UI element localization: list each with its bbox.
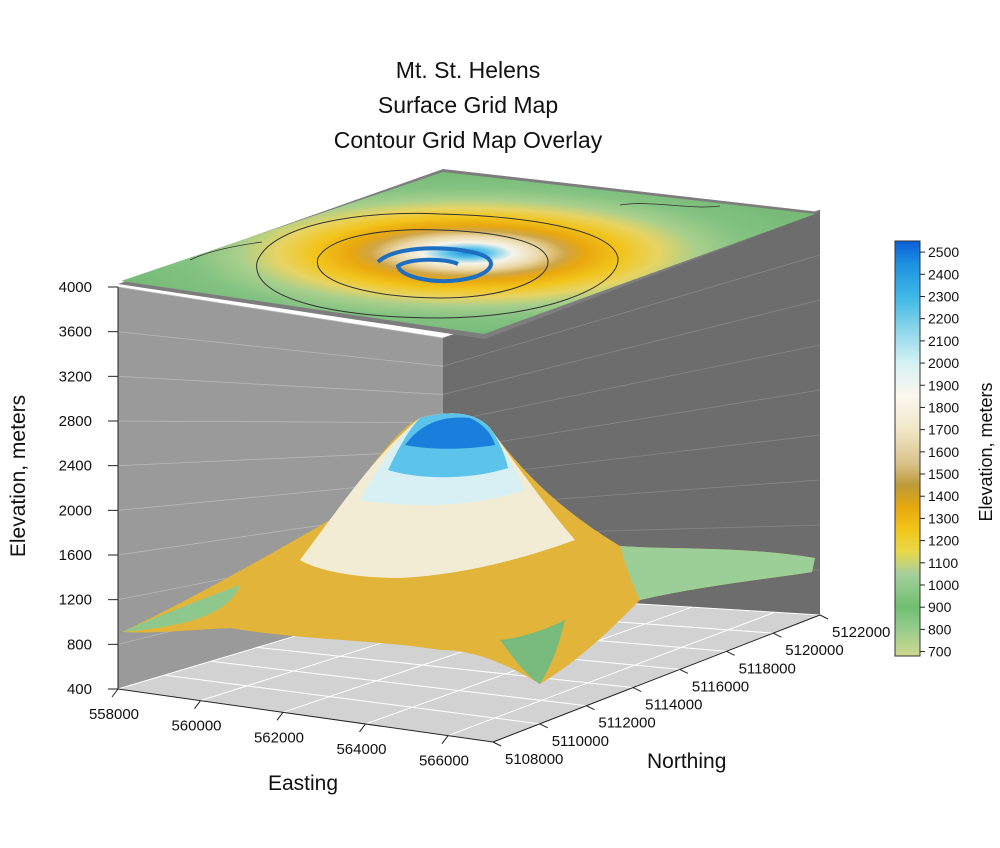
elevation-tick-label: 2800: [59, 413, 92, 430]
wall-gridline: [442, 299, 821, 395]
easting-axis-line: [117, 688, 494, 743]
floor-gridline: [210, 660, 587, 707]
wall-gridline: [117, 375, 444, 395]
elevation-tick-label: 3200: [59, 368, 92, 385]
colorbar-label: Elevation, meters: [976, 382, 996, 521]
wall-gridline: [442, 254, 821, 367]
title-line-3: Contour Grid Map Overlay: [334, 127, 603, 153]
northing-axis-line: [492, 614, 821, 743]
colorbar-tick-label: 2400: [928, 266, 959, 282]
northing-tick-mark: [632, 687, 642, 693]
colorbar-tick-label: 700: [928, 644, 952, 660]
elevation-tick-label: 1200: [59, 592, 92, 609]
colorbar-tick-label: 1300: [928, 510, 959, 526]
northing-tick-mark: [492, 741, 502, 747]
easting-tick-label: 560000: [171, 718, 221, 735]
colorbar-tick-label: 900: [928, 599, 952, 615]
northing-tick-mark: [819, 614, 829, 620]
northing-tick-label: 5120000: [785, 642, 843, 659]
colorbar-ticks: 700 800 900 1000 1100 1200 1300 1400 1500 1600 170…: [920, 244, 959, 660]
easting-tick-label: 562000: [254, 729, 304, 746]
colorbar-bar: [894, 240, 921, 657]
elevation-tick-label: 400: [67, 681, 92, 698]
easting-tick-mark: [276, 712, 284, 721]
colorbar-tick-label: 1900: [928, 377, 959, 393]
colorbar-tick-label: 2000: [928, 355, 959, 371]
title-line-1: Mt. St. Helens: [396, 57, 540, 83]
northing-tick-label: 5108000: [505, 751, 563, 768]
wall-gridline: [117, 286, 444, 339]
contour-outer: [256, 212, 619, 319]
colorbar-tick-label: 1400: [928, 488, 959, 504]
northing-tick-mark: [726, 650, 735, 656]
colorbar-tick-label: 1800: [928, 399, 959, 415]
contour-mid: [317, 229, 549, 299]
floor-gridline: [447, 611, 775, 737]
elevation-tick-label: 1600: [59, 547, 92, 564]
northing-tick-mark: [539, 723, 548, 729]
northing-tick-label: 5116000: [692, 678, 749, 695]
colorbar-tick-label: 2500: [928, 244, 959, 260]
colorbar: 700 800 900 1000 1100 1200 1300 1400 1500 1600 170…: [894, 240, 996, 660]
contour-map-overlay: [118, 169, 820, 339]
colorbar-tick-label: 1500: [928, 466, 959, 482]
wall-gridline: [442, 389, 821, 452]
northing-tick-label: 5112000: [598, 715, 655, 732]
easting-tick-mark: [359, 723, 366, 733]
mountain-foothill-left: [122, 585, 240, 632]
colorbar-tick-label: 1600: [928, 444, 959, 460]
northing-tick-mark: [586, 705, 595, 711]
wall-gridline: [117, 331, 444, 367]
colorbar-tick-label: 2300: [928, 288, 959, 304]
easting-tick-label: 564000: [336, 741, 386, 758]
colorbar-tick-label: 1000: [928, 577, 959, 593]
floor-plane: [118, 592, 820, 742]
easting-tick-mark: [111, 688, 119, 698]
northing-tick-mark: [679, 668, 689, 674]
elevation-tick-label: 4000: [59, 279, 92, 296]
easting-tick-mark: [194, 700, 201, 709]
colorbar-tick-label: 1200: [928, 533, 959, 549]
colorbar-tick-label: 1700: [928, 422, 959, 438]
contour-fragment: [189, 241, 263, 261]
elevation-tick-label: 2400: [59, 458, 92, 475]
contour-fragment: [619, 203, 721, 208]
elevation-tick-label: 800: [67, 636, 92, 653]
mountain-valley: [500, 620, 565, 684]
colorbar-tick-label: 2200: [928, 311, 959, 327]
easting-tick-label: 566000: [419, 753, 469, 770]
easting-tick-label: 558000: [89, 706, 139, 723]
colorbar-tick-label: 1100: [928, 555, 958, 571]
wall-gridline: [442, 344, 821, 424]
wall-gridline: [117, 420, 444, 424]
mountain-crater: [405, 417, 495, 449]
northing-tick-label: 5110000: [552, 733, 609, 750]
floor-gridline: [257, 646, 634, 689]
northing-tick-mark: [773, 632, 782, 638]
elevation-tick-label: 2000: [59, 502, 92, 519]
easting-tick-mark: [441, 735, 449, 744]
northing-axis-label: Northing: [647, 750, 726, 773]
mountain-foothill-right: [620, 546, 815, 600]
elevation-axis: 400 800 1200 1600 2000 2400 2800 3200 3600 4000: [59, 279, 119, 698]
northing-tick-label: 5118000: [739, 660, 796, 677]
easting-axis: 558000 560000 562000 564000 566000: [89, 688, 494, 770]
floor-gridline: [164, 674, 540, 725]
easting-axis-label: Easting: [268, 772, 338, 795]
northing-tick-label: 5114000: [645, 697, 702, 714]
northing-tick-label: 5122000: [832, 624, 890, 641]
colorbar-tick-label: 2100: [928, 333, 959, 349]
elevation-tick-label: 3600: [59, 324, 92, 341]
crater-rim: [376, 246, 493, 283]
chart-title: Mt. St. Helens Surface Grid Map Contour …: [334, 57, 603, 153]
title-line-2: Surface Grid Map: [378, 92, 558, 118]
elevation-axis-label: Elevation, meters: [7, 395, 30, 557]
surface-mountain: [122, 413, 815, 684]
colorbar-tick-label: 800: [928, 621, 952, 637]
